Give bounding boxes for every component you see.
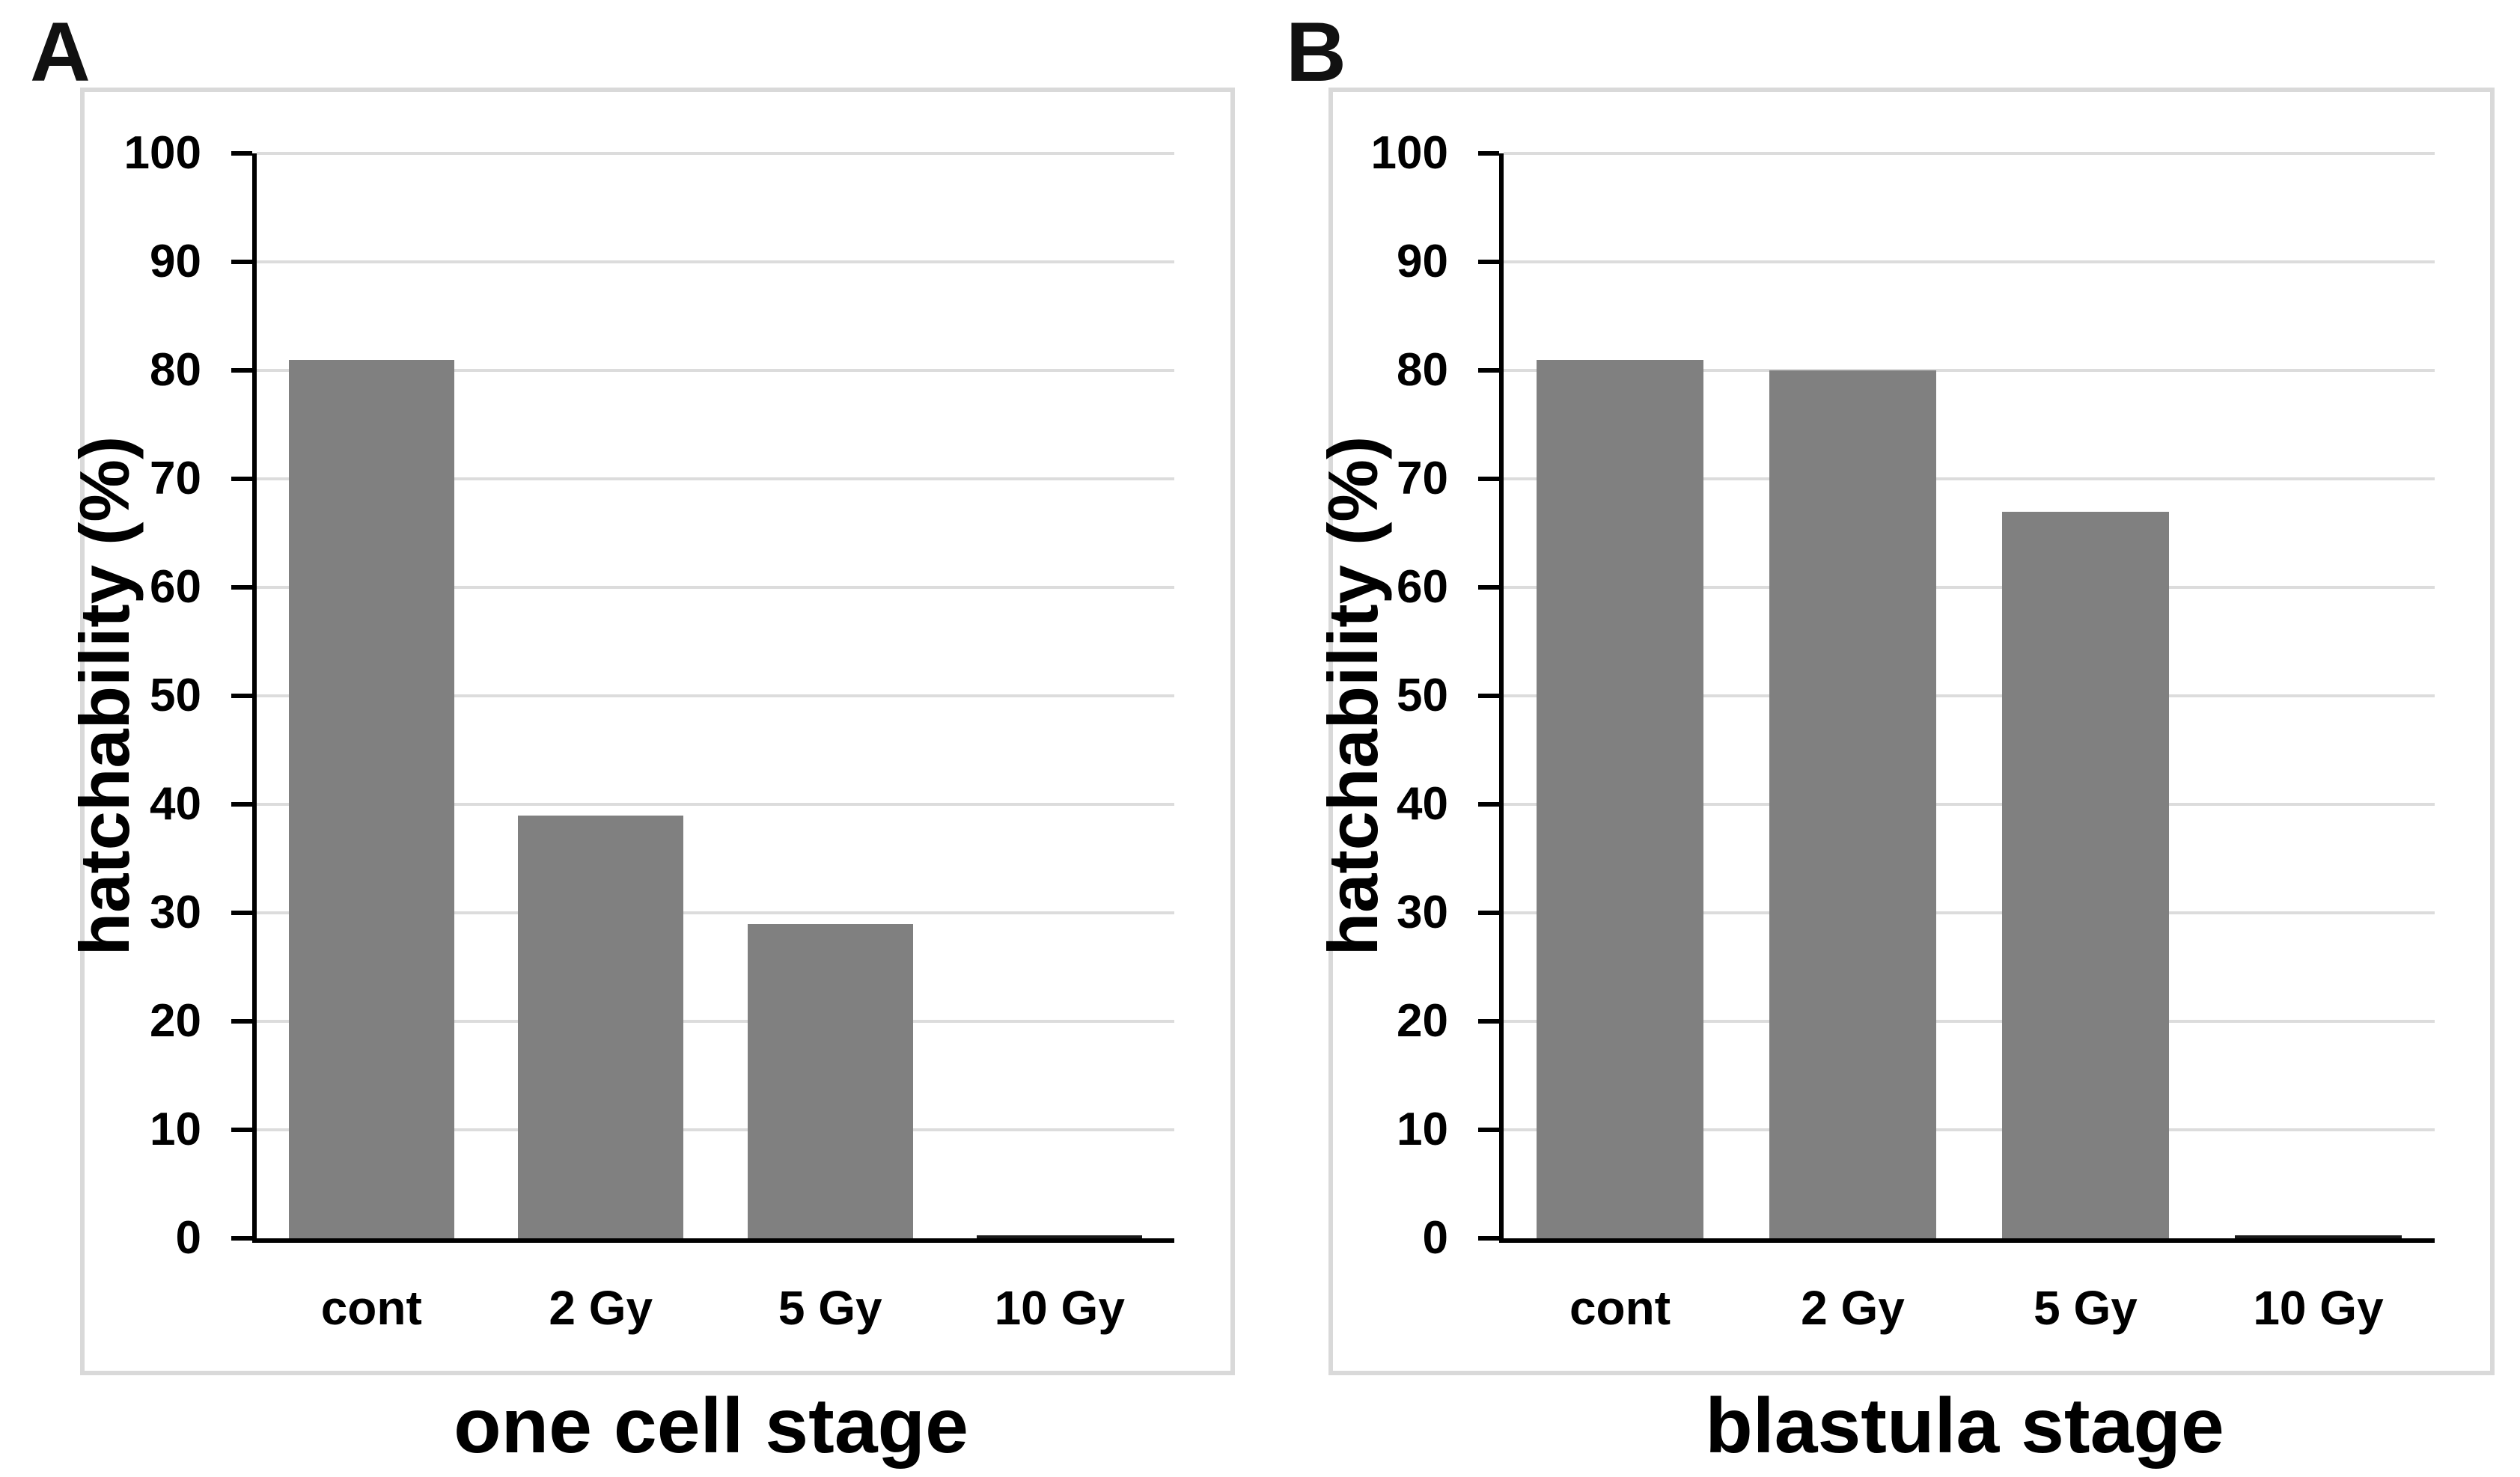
y-axis-tick (231, 1019, 252, 1024)
y-axis-tick (1478, 1236, 1499, 1241)
y-tick-label: 0 (1422, 1212, 1448, 1264)
y-tick-label: 80 (1397, 344, 1448, 396)
gridline (1504, 369, 2435, 372)
y-tick-label: 30 (150, 887, 201, 938)
panel-a-letter: A (30, 5, 91, 99)
y-tick-label: 70 (150, 453, 201, 504)
y-tick-label: 50 (1397, 670, 1448, 721)
y-axis-tick (1478, 585, 1499, 590)
y-tick-label: 80 (150, 344, 201, 396)
y-tick-label: 30 (1397, 887, 1448, 938)
bar (288, 359, 454, 1238)
y-tick-label: 10 (150, 1104, 201, 1155)
gridline (1504, 911, 2435, 914)
y-axis-tick (1478, 1019, 1499, 1024)
gridline (1504, 152, 2435, 155)
gridline (257, 260, 1174, 263)
y-tick-label: 90 (1397, 236, 1448, 287)
bar (2234, 1235, 2402, 1238)
bar (518, 815, 684, 1238)
chart-panel-b: 0 10 20 30 40 50 60 70 80 90 100 cont 2 Gy 5 Gy 10 Gy (1328, 88, 2495, 1375)
x-category-label: 5 Gy (778, 1281, 882, 1335)
y-axis-tick (1478, 151, 1499, 156)
y-axis-tick (1478, 477, 1499, 481)
y-tick-label: 100 (123, 127, 201, 179)
y-tick-label: 50 (150, 670, 201, 721)
y-tick-label: 0 (175, 1212, 201, 1264)
y-tick-label: 40 (1397, 778, 1448, 830)
y-tick-label: 90 (150, 236, 201, 287)
x-category-label: 5 Gy (2034, 1281, 2138, 1335)
gridline (1504, 1128, 2435, 1131)
x-category-label: 2 Gy (1801, 1281, 1905, 1335)
gridline (257, 586, 1174, 589)
y-axis-title-a: hatchability (%) (65, 435, 144, 956)
gridline (257, 694, 1174, 697)
bar (2001, 511, 2170, 1238)
y-tick-label: 60 (1397, 561, 1448, 613)
y-axis-tick (1478, 802, 1499, 807)
gridline (1504, 477, 2435, 480)
y-axis-tick (1478, 260, 1499, 264)
y-axis-tick (231, 368, 252, 373)
bar (1769, 370, 1937, 1238)
y-axis-tick (231, 694, 252, 698)
y-tick-label: 20 (1397, 995, 1448, 1047)
panel-b-letter: B (1286, 5, 1346, 99)
x-axis-title-b: blastula stage (1705, 1383, 2224, 1470)
x-category-label: cont (320, 1281, 422, 1335)
gridline (1504, 1020, 2435, 1023)
gridline (1504, 803, 2435, 806)
y-axis-tick (1478, 911, 1499, 915)
y-tick-label: 10 (1397, 1104, 1448, 1155)
y-axis-tick (231, 1236, 252, 1241)
y-axis-tick (231, 1128, 252, 1132)
y-tick-label: 20 (150, 995, 201, 1047)
chart-panel-a: 0 10 20 30 40 50 60 70 80 90 100 cont 2 Gy 5 Gy 10 Gy (80, 88, 1235, 1375)
y-tick-label: 40 (150, 778, 201, 830)
y-tick-label: 60 (150, 561, 201, 613)
x-category-label: 10 Gy (2253, 1281, 2384, 1335)
bar (747, 923, 913, 1238)
y-axis-tick (1478, 368, 1499, 373)
y-axis-tick (231, 802, 252, 807)
gridline (257, 911, 1174, 914)
y-tick-label: 100 (1370, 127, 1448, 179)
bar (977, 1235, 1143, 1238)
y-axis-tick (231, 260, 252, 264)
x-category-label: 10 Gy (994, 1281, 1125, 1335)
y-axis-tick (231, 585, 252, 590)
gridline (257, 1020, 1174, 1023)
y-axis-title-b: hatchability (%) (1314, 435, 1392, 956)
gridline (1504, 260, 2435, 263)
y-axis-tick (231, 151, 252, 156)
gridline (257, 1128, 1174, 1131)
y-axis-tick (231, 911, 252, 915)
x-category-label: 2 Gy (549, 1281, 653, 1335)
gridline (257, 803, 1174, 806)
bar (1536, 359, 1704, 1238)
y-axis-tick (1478, 694, 1499, 698)
plot-area-b: 0 10 20 30 40 50 60 70 80 90 100 cont 2 Gy 5 Gy 10 Gy (1371, 127, 2435, 1335)
y-axis-tick (1478, 1128, 1499, 1132)
gridline (257, 477, 1174, 480)
gridline (257, 369, 1174, 372)
gridline (257, 152, 1174, 155)
y-tick-label: 70 (1397, 453, 1448, 504)
x-category-label: cont (1569, 1281, 1671, 1335)
gridline (1504, 694, 2435, 697)
y-axis-tick (231, 477, 252, 481)
gridline (1504, 586, 2435, 589)
x-axis-title-a: one cell stage (454, 1383, 968, 1470)
plot-area-a: 0 10 20 30 40 50 60 70 80 90 100 cont 2 Gy 5 Gy 10 Gy (124, 127, 1174, 1335)
